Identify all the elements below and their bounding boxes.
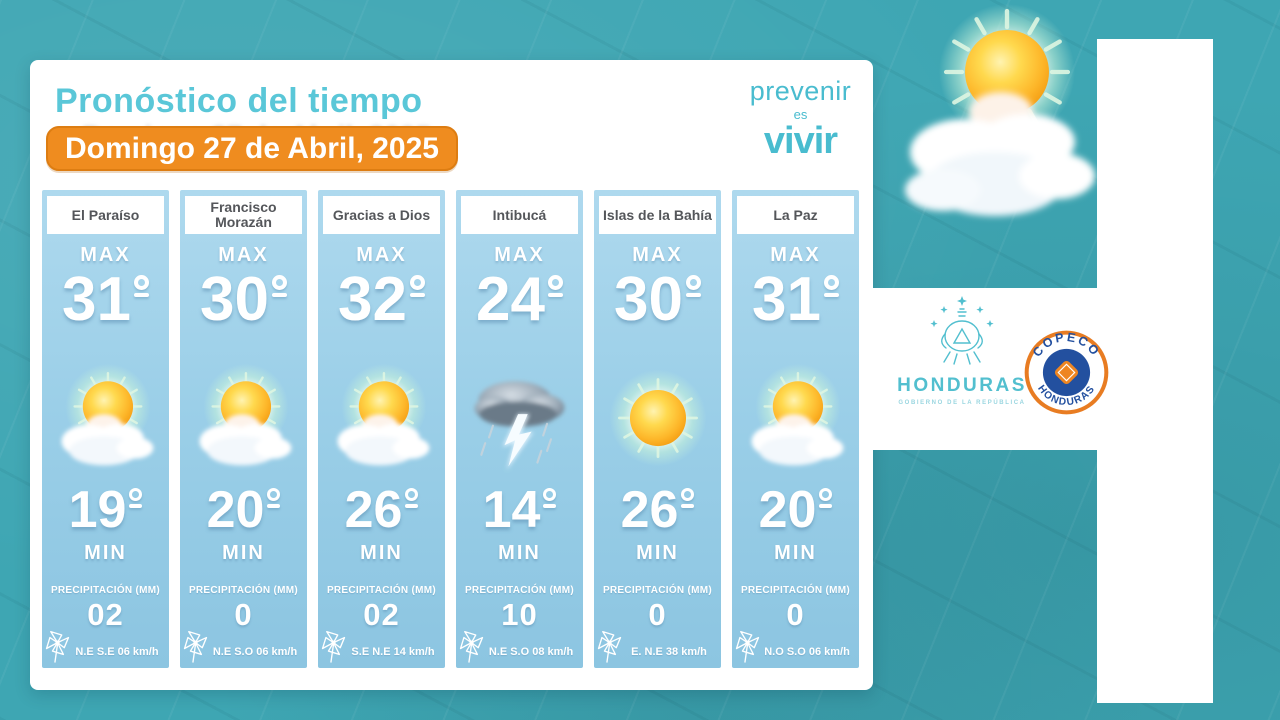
min-temperature: 20 (732, 483, 859, 537)
degree-symbol (133, 275, 149, 297)
precipitation-label: PRECIPITACIÓN (MM) (464, 585, 575, 596)
max-temperature: 31 (732, 268, 859, 332)
degree-symbol (129, 488, 143, 508)
department-name: Francisco Morazán (185, 196, 302, 234)
degree-symbol (547, 275, 563, 297)
wind-info: S.E N.E 14 km/h (351, 646, 435, 658)
sun-cloud-icon (321, 360, 442, 478)
precipitation-label: PRECIPITACIÓN (MM) (50, 585, 161, 596)
precipitation-label: PRECIPITACIÓN (MM) (740, 585, 851, 596)
sun-cloud-icon (183, 360, 304, 478)
honduras-subtitle: GOBIERNO DE LA REPÚBLICA (898, 400, 1026, 406)
min-label: MIN (222, 542, 265, 564)
degree-symbol (543, 488, 557, 508)
precipitation-value: 02 (87, 597, 124, 632)
min-temperature: 26 (594, 483, 721, 537)
precipitation-value: 02 (363, 597, 400, 632)
degree-symbol (271, 275, 287, 297)
sun-cloud-icon (735, 360, 856, 478)
honduras-government-logo: HONDURAS GOBIERNO DE LA REPÚBLICA (886, 294, 1038, 406)
max-temperature: 31 (42, 268, 169, 332)
storm-icon (459, 360, 580, 478)
precipitation-value: 0 (786, 597, 805, 632)
min-label: MIN (636, 542, 679, 564)
date-badge: Domingo 27 de Abril, 2025 (46, 126, 458, 171)
min-label: MIN (774, 542, 817, 564)
wind-info: E. N.E 38 km/h (631, 646, 707, 658)
page-title: Pronóstico del tiempo (55, 82, 423, 120)
max-temperature: 32 (318, 268, 445, 332)
wind-info: N.E S.O 06 km/h (212, 646, 298, 658)
precipitation-label: PRECIPITACIÓN (MM) (188, 585, 299, 596)
prevenir-es-vivir-logo: prevenir es vivir (728, 76, 873, 162)
forecast-column-el-paraiso: El Paraíso MAX 31 19 MIN PRECIPITACIÓN (… (42, 190, 169, 668)
sun-cloud-icon (45, 360, 166, 478)
degree-symbol (685, 275, 701, 297)
degree-symbol (409, 275, 425, 297)
honduras-wordmark: HONDURAS (897, 375, 1027, 396)
degree-symbol (267, 488, 281, 508)
max-temperature: 24 (456, 268, 583, 332)
max-label: MAX (632, 244, 683, 266)
precipitation-value: 10 (501, 597, 538, 632)
honduras-coat-of-arms-icon (930, 296, 994, 365)
forecast-column-intibuca: Intibucá MAX 24 14 MIN PRECIPITACIÓN (MM… (456, 190, 583, 668)
max-label: MAX (356, 244, 407, 266)
max-temperature: 30 (180, 268, 307, 332)
wind-info: N.E S.E 06 km/h (75, 646, 159, 658)
precipitation-label: PRECIPITACIÓN (MM) (326, 585, 437, 596)
forecast-column-islas-de-la-bahia: Islas de la Bahía MAX 30 26 MIN PRECIPIT… (594, 190, 721, 668)
min-temperature: 20 (180, 483, 307, 537)
department-name: Gracias a Dios (323, 196, 440, 234)
forecast-card: Pronóstico del tiempo Domingo 27 de Abri… (30, 60, 873, 690)
wind-info: N.E S.O 08 km/h (488, 646, 574, 658)
min-temperature: 26 (318, 483, 445, 537)
max-label: MAX (218, 244, 269, 266)
department-name: Intibucá (461, 196, 578, 234)
slogan-line3: vivir (763, 120, 838, 162)
max-label: MAX (494, 244, 545, 266)
degree-symbol (823, 275, 839, 297)
department-name: La Paz (737, 196, 854, 234)
max-label: MAX (770, 244, 821, 266)
min-temperature: 19 (42, 483, 169, 537)
precipitation-label: PRECIPITACIÓN (MM) (602, 585, 713, 596)
slogan-line1: prevenir (749, 76, 852, 106)
min-temperature: 14 (456, 483, 583, 537)
sun-icon (597, 360, 718, 478)
degree-symbol (819, 488, 833, 508)
forecast-column-gracias-a-dios: Gracias a Dios MAX 32 26 MIN PRECIPITACI… (318, 190, 445, 668)
precipitation-value: 0 (648, 597, 667, 632)
min-label: MIN (84, 542, 127, 564)
wind-info: N.O S.O 06 km/h (764, 646, 850, 658)
forecast-columns: El Paraíso MAX 31 19 MIN PRECIPITACIÓN (… (42, 190, 859, 668)
slogan-line2: es (793, 107, 808, 122)
min-label: MIN (498, 542, 541, 564)
sun-cloud-illustration (905, 4, 1095, 216)
max-label: MAX (80, 244, 131, 266)
copeco-logo: COPECO HONDURAS (1024, 330, 1109, 415)
min-label: MIN (360, 542, 403, 564)
degree-symbol (405, 488, 419, 508)
precipitation-value: 0 (234, 597, 253, 632)
forecast-column-francisco-morazan: Francisco Morazán MAX 30 20 MIN PRECIPIT… (180, 190, 307, 668)
forecast-column-la-paz: La Paz MAX 31 20 MIN PRECIPITACIÓN (MM) … (732, 190, 859, 668)
degree-symbol (681, 488, 695, 508)
max-temperature: 30 (594, 268, 721, 332)
department-name: Islas de la Bahía (599, 196, 716, 234)
department-name: El Paraíso (47, 196, 164, 234)
